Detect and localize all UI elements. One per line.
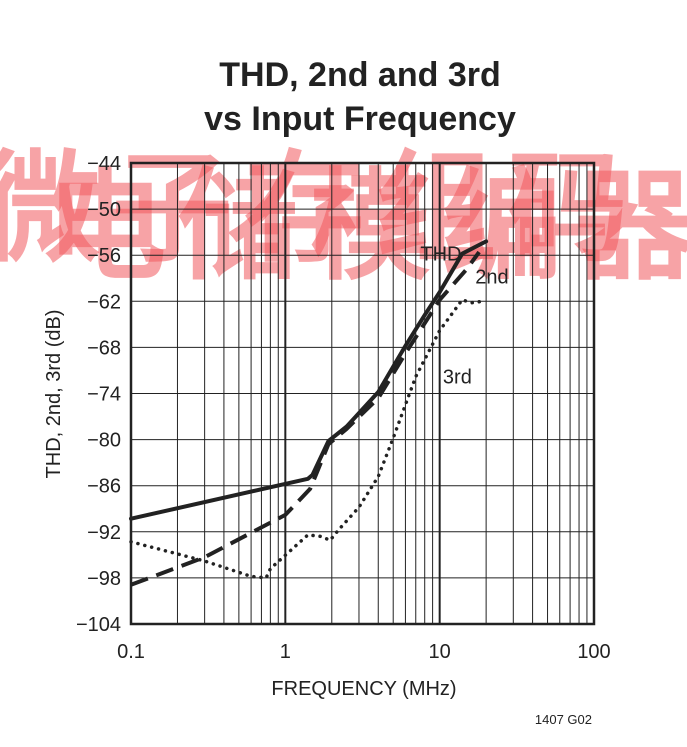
series-line-3rd	[129, 298, 485, 580]
y-tick-label: −86	[87, 476, 121, 498]
watermark-glyph: 电	[46, 158, 166, 297]
chart-title-line-2: vs Input Frequency	[204, 100, 516, 138]
annotation-3rd: 3rd	[443, 367, 472, 389]
grid-lines	[130, 162, 595, 625]
y-tick-label: −50	[87, 199, 121, 221]
watermark-glyph: 微	[0, 140, 100, 279]
y-tick-label: −44	[87, 153, 121, 175]
y-tick-label: −74	[87, 384, 121, 406]
y-tick-label: −56	[87, 245, 121, 267]
y-tick-label: −98	[87, 568, 121, 590]
series-lines	[129, 239, 489, 587]
x-tick-label: 1	[280, 641, 291, 663]
watermark-glyph: 器	[574, 158, 687, 297]
x-tick-labels: 0.1 1 10 100	[117, 641, 611, 663]
plot-frame	[129, 161, 596, 626]
series-annotations: THD 2nd 3rd	[420, 244, 508, 389]
x-tick-label: 0.1	[117, 641, 145, 663]
annotation-2nd: 2nd	[475, 267, 508, 289]
y-tick-label: −80	[87, 430, 121, 452]
chart-title-line-1: THD, 2nd and 3rd	[219, 56, 500, 94]
annotation-thd: THD	[420, 244, 461, 266]
series-line-2nd	[130, 250, 481, 587]
y-tick-labels: −104 −98 −92 −86 −80 −74 −68 −62 −56 −50 −44	[76, 153, 121, 636]
x-tick-label: 100	[577, 641, 610, 663]
y-tick-label: −68	[87, 337, 121, 359]
x-axis-label: FREQUENCY (MHz)	[271, 678, 456, 700]
y-axis-label: THD, 2nd, 3rd (dB)	[43, 310, 65, 479]
watermark-glyph: 模	[310, 158, 430, 297]
x-tick-label: 10	[429, 641, 451, 663]
y-tick-label: −104	[76, 614, 121, 636]
series-line-thd	[129, 239, 489, 521]
y-tick-label: −92	[87, 522, 121, 544]
y-tick-label: −62	[87, 291, 121, 313]
figure-id: 1407 G02	[535, 712, 592, 727]
